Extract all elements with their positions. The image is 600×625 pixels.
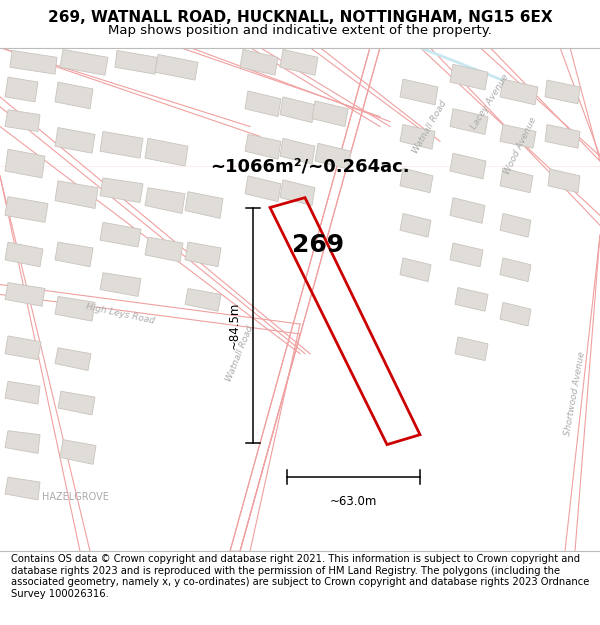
- Text: Map shows position and indicative extent of the property.: Map shows position and indicative extent…: [108, 24, 492, 37]
- Polygon shape: [280, 49, 318, 75]
- Polygon shape: [58, 391, 95, 415]
- Polygon shape: [500, 258, 531, 282]
- Polygon shape: [60, 49, 108, 75]
- Polygon shape: [145, 138, 188, 166]
- Polygon shape: [55, 82, 93, 109]
- Polygon shape: [55, 242, 93, 267]
- Polygon shape: [185, 289, 221, 311]
- Polygon shape: [450, 64, 488, 90]
- Polygon shape: [5, 149, 45, 178]
- Polygon shape: [5, 77, 38, 102]
- Polygon shape: [145, 237, 183, 262]
- Polygon shape: [115, 51, 157, 74]
- Polygon shape: [55, 181, 98, 209]
- Polygon shape: [500, 302, 531, 326]
- Polygon shape: [100, 222, 141, 247]
- Polygon shape: [245, 134, 281, 159]
- Polygon shape: [545, 80, 580, 104]
- Polygon shape: [55, 127, 95, 153]
- Polygon shape: [450, 109, 488, 134]
- Polygon shape: [5, 336, 41, 359]
- Polygon shape: [548, 169, 580, 192]
- Polygon shape: [185, 242, 221, 267]
- Polygon shape: [400, 124, 435, 149]
- Text: ~63.0m: ~63.0m: [330, 495, 377, 508]
- Polygon shape: [545, 124, 580, 148]
- Polygon shape: [100, 272, 141, 296]
- Polygon shape: [450, 198, 485, 223]
- Polygon shape: [5, 197, 48, 222]
- Polygon shape: [315, 143, 351, 169]
- Text: Shortwood Avenue: Shortwood Avenue: [563, 351, 587, 436]
- Polygon shape: [185, 192, 223, 218]
- Polygon shape: [100, 131, 143, 158]
- Polygon shape: [455, 288, 488, 311]
- Text: 269: 269: [292, 233, 344, 257]
- Polygon shape: [500, 214, 531, 237]
- Polygon shape: [500, 124, 536, 148]
- Polygon shape: [280, 138, 315, 164]
- Polygon shape: [100, 178, 143, 202]
- Polygon shape: [312, 101, 348, 126]
- Polygon shape: [450, 243, 483, 267]
- Polygon shape: [455, 337, 488, 361]
- Text: Watnall Road: Watnall Road: [224, 324, 256, 383]
- Polygon shape: [240, 49, 278, 75]
- Polygon shape: [155, 54, 198, 80]
- Polygon shape: [145, 188, 185, 214]
- Text: 269, WATNALL ROAD, HUCKNALL, NOTTINGHAM, NG15 6EX: 269, WATNALL ROAD, HUCKNALL, NOTTINGHAM,…: [47, 11, 553, 26]
- Text: High Leys Road: High Leys Road: [85, 302, 155, 326]
- Polygon shape: [55, 348, 91, 371]
- Polygon shape: [5, 381, 40, 404]
- Polygon shape: [5, 282, 45, 306]
- Polygon shape: [280, 180, 315, 206]
- Polygon shape: [5, 110, 40, 131]
- Text: Watnall Road: Watnall Road: [411, 99, 449, 154]
- Polygon shape: [400, 258, 431, 282]
- Polygon shape: [400, 214, 431, 237]
- Text: Lacey Avenue: Lacey Avenue: [469, 72, 511, 131]
- Polygon shape: [55, 296, 95, 321]
- Text: ~1066m²/~0.264ac.: ~1066m²/~0.264ac.: [210, 157, 410, 175]
- Polygon shape: [5, 242, 43, 267]
- Polygon shape: [400, 168, 433, 192]
- Text: Contains OS data © Crown copyright and database right 2021. This information is : Contains OS data © Crown copyright and d…: [11, 554, 589, 599]
- Text: Wood Avenue: Wood Avenue: [502, 116, 538, 176]
- Polygon shape: [5, 431, 40, 454]
- Polygon shape: [5, 477, 40, 500]
- Polygon shape: [280, 97, 315, 122]
- Polygon shape: [500, 79, 538, 105]
- Polygon shape: [450, 153, 486, 179]
- Polygon shape: [400, 79, 438, 105]
- Text: ~84.5m: ~84.5m: [228, 301, 241, 349]
- Polygon shape: [245, 91, 281, 117]
- Text: HAZELGROVE: HAZELGROVE: [41, 492, 109, 502]
- Polygon shape: [60, 439, 96, 464]
- Polygon shape: [500, 168, 533, 192]
- Polygon shape: [10, 51, 57, 74]
- Polygon shape: [245, 176, 281, 202]
